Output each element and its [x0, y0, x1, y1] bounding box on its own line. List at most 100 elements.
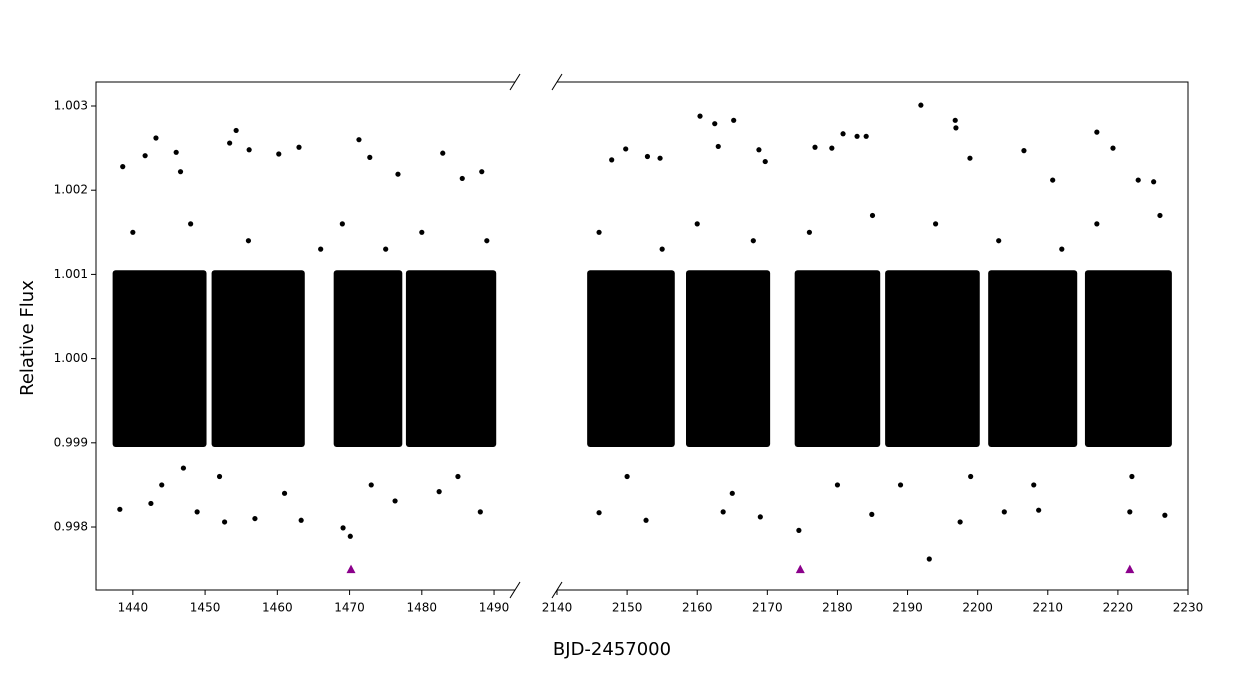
- data-point: [1050, 177, 1056, 183]
- data-point: [715, 143, 721, 150]
- y-tick-label: 1.001: [54, 267, 88, 281]
- x-tick-label: 2220: [1103, 601, 1134, 615]
- dense-data-block: [988, 270, 1078, 448]
- data-point: [643, 517, 649, 523]
- x-axis-label: BJD-2457000: [553, 639, 671, 660]
- data-point: [967, 155, 973, 161]
- data-point: [609, 157, 615, 163]
- data-point: [120, 164, 126, 170]
- data-point: [142, 153, 148, 159]
- data-point: [762, 158, 768, 165]
- dense-data-block: [405, 270, 497, 448]
- left-panel-frame: [95, 81, 515, 591]
- data-point: [356, 137, 362, 143]
- data-point: [1127, 509, 1133, 515]
- dense-data-block: [112, 270, 207, 448]
- data-point: [159, 482, 165, 488]
- x-tick-label: 1480: [407, 601, 438, 615]
- data-point: [339, 221, 345, 227]
- x-tick-label: 1490: [479, 601, 510, 615]
- data-point: [1094, 129, 1100, 135]
- data-point: [1162, 512, 1168, 518]
- data-point: [957, 519, 963, 525]
- x-tick-label: 2180: [822, 601, 853, 615]
- data-point: [756, 147, 762, 153]
- data-point: [644, 153, 651, 160]
- data-point: [1129, 473, 1135, 480]
- x-tick-label: 2160: [682, 601, 713, 615]
- data-point: [1110, 145, 1116, 151]
- data-point: [419, 229, 425, 235]
- data-point: [1021, 148, 1027, 154]
- data-point: [869, 212, 876, 219]
- data-point: [1094, 221, 1100, 227]
- data-point: [926, 556, 932, 562]
- dense-data-block: [211, 270, 305, 448]
- data-point: [281, 490, 288, 496]
- y-axis-label: Relative Flux: [17, 280, 38, 396]
- x-tick-label: 2200: [962, 601, 993, 615]
- data-point: [953, 125, 959, 131]
- break-mark: [551, 73, 563, 91]
- data-point: [180, 465, 187, 471]
- data-point: [1151, 179, 1157, 185]
- data-point: [996, 238, 1002, 244]
- data-point: [455, 473, 461, 480]
- data-point: [863, 133, 869, 139]
- data-point: [436, 489, 442, 495]
- data-point: [933, 221, 939, 227]
- x-tick-label: 1460: [262, 601, 293, 615]
- x-tick-label: 1450: [190, 601, 221, 615]
- data-point: [395, 171, 401, 177]
- data-point: [829, 145, 835, 151]
- break-mark: [509, 73, 521, 91]
- data-point: [697, 113, 703, 119]
- data-point: [812, 144, 818, 150]
- data-point: [318, 246, 324, 252]
- data-point: [477, 509, 483, 515]
- transit-marker: [1125, 564, 1135, 574]
- data-point: [246, 147, 252, 153]
- data-point: [130, 229, 136, 235]
- dense-data-block: [794, 270, 881, 448]
- y-tick-label: 1.002: [54, 183, 88, 197]
- data-point: [440, 150, 446, 156]
- data-point: [484, 238, 490, 244]
- dense-data-block: [333, 270, 403, 448]
- data-point: [245, 238, 252, 244]
- data-point: [153, 135, 159, 141]
- data-point: [1157, 212, 1163, 219]
- x-tick-label: 1440: [118, 601, 149, 615]
- right-panel-frame: [557, 81, 1189, 591]
- data-point: [757, 514, 763, 520]
- data-point: [1135, 177, 1141, 183]
- data-point: [1001, 509, 1007, 515]
- data-point: [221, 519, 228, 525]
- data-point: [952, 117, 958, 123]
- data-point: [177, 169, 184, 175]
- data-point: [806, 229, 813, 235]
- data-point: [712, 121, 718, 127]
- data-point: [1059, 246, 1065, 252]
- data-point: [296, 144, 302, 150]
- data-point: [298, 517, 304, 523]
- data-point: [918, 102, 924, 108]
- data-point: [347, 533, 353, 539]
- x-tick-label: 2210: [1033, 601, 1064, 615]
- break-mark: [509, 581, 521, 599]
- data-point: [479, 169, 485, 175]
- data-point: [834, 482, 841, 488]
- data-point: [897, 482, 904, 488]
- y-tick-label: 0.998: [54, 520, 88, 534]
- dense-data-block: [1084, 270, 1172, 448]
- data-point: [216, 473, 223, 480]
- data-point: [227, 140, 233, 146]
- data-point: [657, 155, 663, 161]
- data-point: [729, 490, 735, 496]
- data-point: [854, 133, 860, 139]
- data-point: [840, 131, 846, 137]
- data-point: [367, 154, 373, 160]
- data-point: [796, 527, 802, 533]
- data-point: [148, 500, 154, 507]
